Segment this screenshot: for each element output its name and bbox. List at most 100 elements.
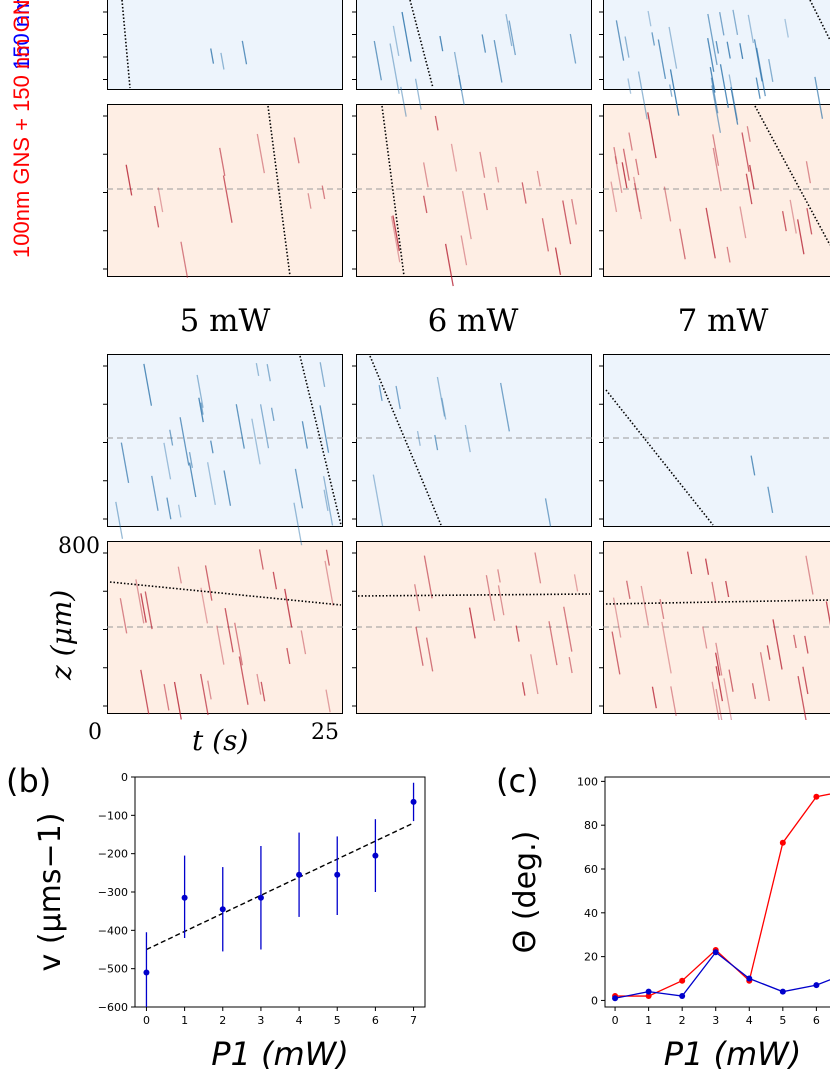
kymo-track — [324, 560, 334, 607]
kymo-track — [163, 683, 170, 711]
kymo-track — [200, 587, 209, 624]
kymo-track — [325, 689, 331, 713]
kymo-track — [726, 246, 731, 263]
kymo-track — [392, 215, 400, 252]
kymo-track — [534, 552, 542, 584]
kymo-track — [806, 207, 813, 235]
kymo-track — [611, 631, 621, 675]
data-point — [746, 975, 753, 982]
x-tick-label: 1 — [181, 1014, 188, 1027]
t-max-label: 25 — [311, 720, 339, 745]
y-tick-label: 60 — [584, 863, 598, 876]
kymo-bottom-red-2 — [356, 541, 592, 714]
kymo-track — [206, 462, 216, 505]
kymo-track — [400, 86, 407, 117]
kymo-track — [188, 452, 193, 468]
kymo-fit-line — [109, 581, 342, 606]
kymo-track — [436, 376, 446, 417]
chart-c: 01234567020406080100P1 (mW)Θ (deg.) — [508, 775, 830, 1073]
kymo-track — [536, 170, 541, 187]
kymo-track — [500, 382, 510, 432]
kymo-track — [196, 374, 204, 408]
kymo-track — [434, 115, 439, 131]
kymo-track — [220, 52, 225, 70]
kymo-track — [661, 621, 672, 674]
kymo-top-red-2 — [356, 104, 592, 277]
kymo-track — [707, 13, 718, 66]
data-point — [779, 839, 786, 846]
y-tick-label: −500 — [98, 963, 128, 976]
kymo-track — [323, 476, 334, 526]
kymo-track — [119, 598, 128, 634]
y-tick-label: −600 — [98, 1001, 128, 1014]
z-axis-label-text: z (μm) — [45, 589, 78, 680]
kymo-track — [481, 34, 487, 53]
series-line — [615, 793, 830, 997]
power-label-5mw: 5 mW — [179, 303, 271, 339]
y-tick-label: −200 — [98, 848, 128, 861]
kymo-track — [751, 683, 757, 699]
x-tick-label: 5 — [779, 1014, 786, 1027]
kymo-track — [571, 198, 577, 225]
kymo-track — [562, 200, 572, 245]
kymo-track — [497, 569, 501, 583]
y-tick-label: 20 — [584, 951, 598, 964]
kymo-fit-line — [754, 105, 830, 246]
kymo-track — [479, 151, 486, 178]
kymo-track — [321, 185, 326, 200]
kymo-track — [372, 474, 384, 527]
kymo-track — [255, 362, 260, 376]
y-tick-label: 0 — [591, 994, 598, 1007]
kymo-track — [796, 219, 805, 255]
kymo-track — [659, 598, 665, 620]
kymo-track — [741, 132, 750, 172]
kymo-track — [768, 59, 774, 82]
kymo-track — [325, 549, 330, 566]
kymo-track — [401, 11, 412, 62]
kymo-track — [521, 682, 526, 696]
kymo-track — [188, 462, 197, 498]
data-point — [612, 995, 619, 1002]
kymo-track — [200, 402, 204, 415]
kymo-track — [173, 681, 182, 720]
kymo-track — [135, 579, 145, 624]
kymo-track — [726, 41, 731, 59]
kymo-track — [144, 591, 153, 630]
kymo-track — [624, 36, 630, 58]
kymo-track — [378, 384, 383, 401]
kymo-track — [657, 39, 667, 80]
kymo-track — [739, 206, 747, 239]
kymo-track — [651, 32, 656, 46]
kymo-track — [210, 48, 215, 64]
kymo-top-blue-2 — [356, 0, 592, 90]
kymo-track — [224, 608, 234, 653]
kymo-track — [425, 637, 434, 672]
kymo-track — [781, 210, 787, 232]
kymo-track — [483, 192, 488, 211]
x-tick-label: 4 — [746, 1014, 753, 1027]
kymo-track — [293, 137, 300, 164]
y-tick-label: −300 — [98, 886, 128, 899]
kymo-track — [180, 241, 189, 278]
kymo-track — [140, 593, 147, 623]
kymo-track — [169, 429, 174, 446]
x-tick-label: 4 — [296, 1014, 303, 1027]
kymo-track — [272, 571, 278, 590]
kymo-track — [612, 597, 622, 638]
kymo-track — [633, 182, 641, 212]
kymo-track — [423, 555, 433, 599]
kymo-track — [647, 112, 657, 159]
kymo-track — [715, 41, 720, 54]
kymo-track — [730, 87, 739, 125]
t-min-label: 0 — [88, 720, 102, 745]
kymo-track — [373, 40, 382, 81]
kymo-track — [154, 205, 160, 228]
kymo-track — [460, 235, 468, 266]
kymo-track — [323, 489, 329, 512]
kymo-track — [719, 64, 729, 108]
panel-c-label: (c) — [496, 762, 539, 800]
chart-b: 0 1 2 3 4 5 6 7 0 −100 −200 −300 −400 −500 −600 P1 (mW)… — [33, 771, 426, 1073]
kymo-track — [569, 33, 577, 64]
kymo-fit-line — [409, 0, 434, 89]
kymo-track — [521, 182, 527, 204]
